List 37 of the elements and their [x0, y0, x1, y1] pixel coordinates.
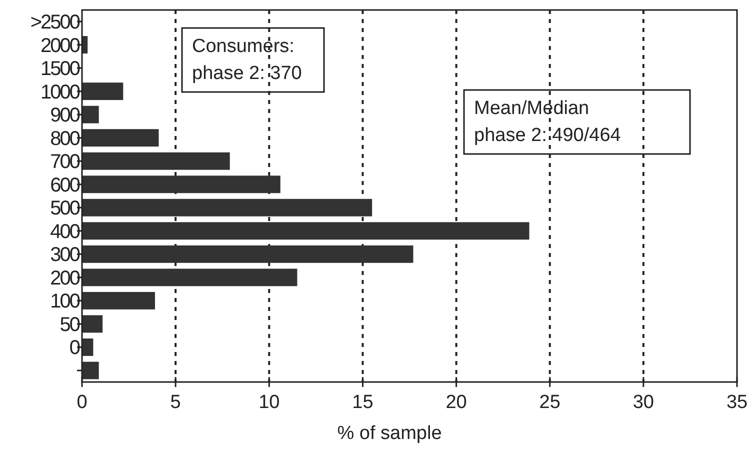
x-axis-title: % of sample: [337, 423, 442, 444]
bar: [82, 268, 298, 286]
y-tick-label: >2500: [30, 12, 80, 34]
bar: [82, 362, 99, 380]
y-tick-label: 300: [50, 244, 80, 266]
x-tick-label: 35: [726, 392, 748, 413]
x-tick-label: 20: [446, 392, 467, 413]
x-tick-label: 5: [170, 392, 181, 413]
y-tick-label: 200: [50, 267, 80, 290]
y-tick-label: 100: [50, 290, 80, 313]
annotation: Mean/Median phase 2: 490/464: [474, 98, 622, 146]
bar: [82, 198, 372, 216]
bar: [82, 176, 280, 194]
y-tick-label: 1000: [40, 81, 80, 104]
bar: [82, 315, 103, 333]
bar: [82, 82, 124, 100]
x-tick-label: 15: [352, 392, 374, 413]
y-tick-label: 900: [50, 104, 80, 127]
bar: [82, 222, 530, 240]
bar: [82, 152, 230, 170]
bar: [82, 292, 155, 310]
y-tick-label: 1500: [40, 58, 80, 80]
y-tick-label: 50: [60, 314, 80, 336]
x-tick-label: 10: [258, 392, 280, 413]
y-tick-label: 0: [69, 337, 80, 360]
y-tick-label: 500: [50, 198, 80, 220]
y-tick-label: 600: [50, 174, 80, 196]
bar: [82, 129, 159, 147]
y-tick-label: 800: [50, 128, 80, 150]
bar: [82, 106, 99, 124]
annotation: Consumers: phase 2: 370: [192, 36, 302, 84]
y-tick-label: 400: [50, 220, 80, 243]
y-tick-label: 700: [50, 151, 80, 174]
y-tick-label: 2000: [40, 34, 80, 57]
x-tick-label: 30: [632, 392, 654, 413]
x-tick-label: 25: [539, 392, 560, 413]
bar: [82, 245, 414, 263]
